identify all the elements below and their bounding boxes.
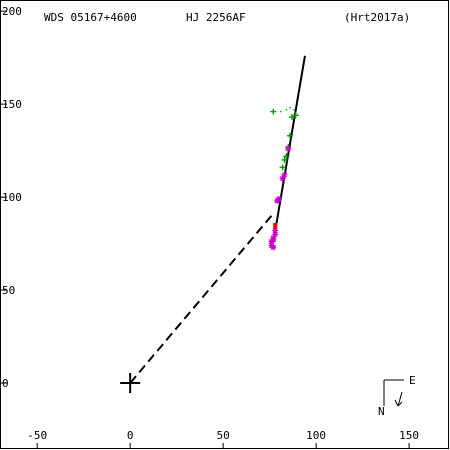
- observation-point: [272, 227, 279, 234]
- compass-east-label: E: [409, 374, 416, 387]
- observation-point: [270, 244, 277, 251]
- observation-point: [285, 145, 292, 152]
- observation-point: [281, 171, 288, 178]
- observation-point: [292, 112, 299, 119]
- observation-point: [279, 164, 286, 171]
- compass-motion-arrow-icon: [394, 391, 403, 407]
- axes-layer: -50 0 50 100 150 0 50 100 150 200: [1, 5, 419, 449]
- observation-point: [273, 224, 278, 229]
- marks-layer: [120, 107, 299, 394]
- residual-dot: [279, 110, 282, 113]
- residual-dot: [289, 107, 291, 109]
- x-tick-label: -50: [27, 429, 47, 442]
- x-tick-label: 50: [217, 429, 230, 442]
- observation-point: [287, 132, 294, 139]
- x-tick-label: 100: [306, 429, 326, 442]
- y-tick-label: 50: [2, 284, 15, 297]
- residual-dot: [293, 108, 295, 111]
- primary-star-marker: [120, 373, 141, 394]
- observation-point: [272, 231, 279, 238]
- connector-line: [129, 215, 273, 384]
- y-tick-label: 0: [2, 377, 9, 390]
- y-tick-label: 100: [2, 191, 22, 204]
- wds-id-label: WDS 05167+4600: [44, 11, 137, 24]
- y-tick-label: 150: [2, 98, 22, 111]
- compass-indicator: E N: [378, 374, 416, 418]
- lines-layer: [129, 55, 306, 384]
- reference-label: (Hrt2017a): [344, 11, 410, 24]
- observation-point: [270, 108, 277, 115]
- observation-point: [279, 175, 286, 182]
- residual-dot: [285, 108, 288, 111]
- observation-point: [268, 238, 275, 245]
- y-tick-label: 200: [2, 5, 22, 18]
- pair-name-label: HJ 2256AF: [186, 11, 246, 24]
- x-tick-label: 0: [127, 429, 134, 442]
- observation-point: [288, 114, 295, 121]
- compass-north-label: N: [378, 405, 385, 418]
- observation-point: [283, 153, 290, 160]
- x-tick-label: 150: [399, 429, 419, 442]
- observation-point: [281, 156, 288, 163]
- observation-point: [274, 197, 281, 204]
